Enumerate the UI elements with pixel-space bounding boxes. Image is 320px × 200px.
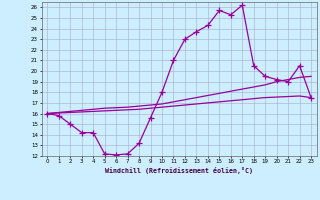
X-axis label: Windchill (Refroidissement éolien,°C): Windchill (Refroidissement éolien,°C)	[105, 167, 253, 174]
